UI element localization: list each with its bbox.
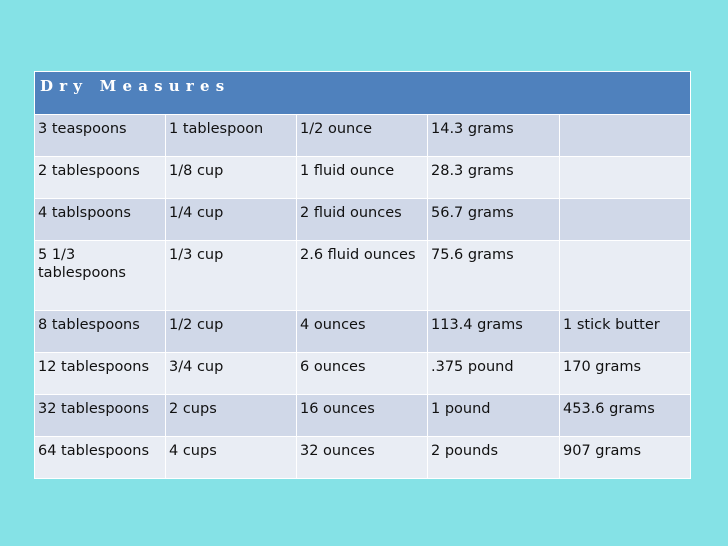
table-cell: 113.4 grams bbox=[427, 310, 560, 353]
table-cell: 1/4 cup bbox=[165, 198, 297, 241]
table-cell bbox=[558, 240, 692, 311]
table-cell bbox=[558, 114, 692, 157]
table-cell: 4 ounces bbox=[296, 310, 428, 353]
table-cell: 14.3 grams bbox=[427, 114, 560, 157]
table-cell: 6 ounces bbox=[296, 352, 428, 395]
table-cell: 1/2 ounce bbox=[296, 114, 428, 157]
table-cell: 2.6 fluid ounces bbox=[296, 240, 428, 311]
table-cell: 3/4 cup bbox=[165, 352, 297, 395]
table-cell: 1 tablespoon bbox=[165, 114, 297, 157]
table-cell: 1/2 cup bbox=[165, 310, 297, 353]
table-cell: 28.3 grams bbox=[427, 156, 560, 199]
table-cell: 4 tablspoons bbox=[34, 198, 166, 241]
table-cell: 1/3 cup bbox=[165, 240, 297, 311]
table-row: 4 tablspoons 1/4 cup 2 fluid ounces 56.7… bbox=[34, 198, 692, 241]
table-cell: 56.7 grams bbox=[427, 198, 560, 241]
table-cell: 8 tablespoons bbox=[34, 310, 166, 353]
table-row: 32 tablespoons 2 cups 16 ounces 1 pound … bbox=[34, 394, 692, 437]
table-cell: .375 pound bbox=[427, 352, 560, 395]
table-cell: 16 ounces bbox=[296, 394, 428, 437]
table-header-row: Dry Measures bbox=[33, 71, 692, 115]
table-cell: 907 grams bbox=[558, 436, 692, 479]
table-cell bbox=[558, 156, 692, 199]
table-row: 64 tablespoons 4 cups 32 ounces 2 pounds… bbox=[34, 436, 692, 479]
table-cell: 2 fluid ounces bbox=[296, 198, 428, 241]
table-cell: 32 ounces bbox=[296, 436, 428, 479]
table-cell: 75.6 grams bbox=[427, 240, 560, 311]
table-cell: 170 grams bbox=[558, 352, 692, 395]
table-row: 2 tablespoons 1/8 cup 1 fluid ounce 28.3… bbox=[34, 156, 692, 199]
table-cell: 1 stick butter bbox=[558, 310, 692, 353]
table-header-cell: Dry Measures bbox=[33, 71, 692, 115]
table-cell: 12 tablespoons bbox=[34, 352, 166, 395]
table-cell: 64 tablespoons bbox=[34, 436, 166, 479]
table-cell: 4 cups bbox=[165, 436, 297, 479]
table-row: 3 teaspoons 1 tablespoon 1/2 ounce 14.3 … bbox=[34, 114, 692, 157]
table-row: 8 tablespoons 1/2 cup 4 ounces 113.4 gra… bbox=[34, 310, 692, 353]
table-cell: 453.6 grams bbox=[558, 394, 692, 437]
table-cell: 32 tablespoons bbox=[34, 394, 166, 437]
table-cell: 5 1/3 tablespoons bbox=[34, 240, 166, 311]
table-row: 12 tablespoons 3/4 cup 6 ounces .375 pou… bbox=[34, 352, 692, 395]
table-cell: 1 fluid ounce bbox=[296, 156, 428, 199]
table-title: Dry Measures bbox=[40, 77, 231, 95]
table-cell: 1 pound bbox=[427, 394, 560, 437]
table-cell bbox=[558, 198, 692, 241]
table-cell: 3 teaspoons bbox=[34, 114, 166, 157]
table-cell: 2 cups bbox=[165, 394, 297, 437]
dry-measures-table: Dry Measures 3 teaspoons 1 tablespoon 1/… bbox=[33, 71, 692, 479]
table-cell: 2 tablespoons bbox=[34, 156, 166, 199]
table-cell: 2 pounds bbox=[427, 436, 560, 479]
table-row: 5 1/3 tablespoons 1/3 cup 2.6 fluid ounc… bbox=[34, 240, 692, 311]
table-cell: 1/8 cup bbox=[165, 156, 297, 199]
